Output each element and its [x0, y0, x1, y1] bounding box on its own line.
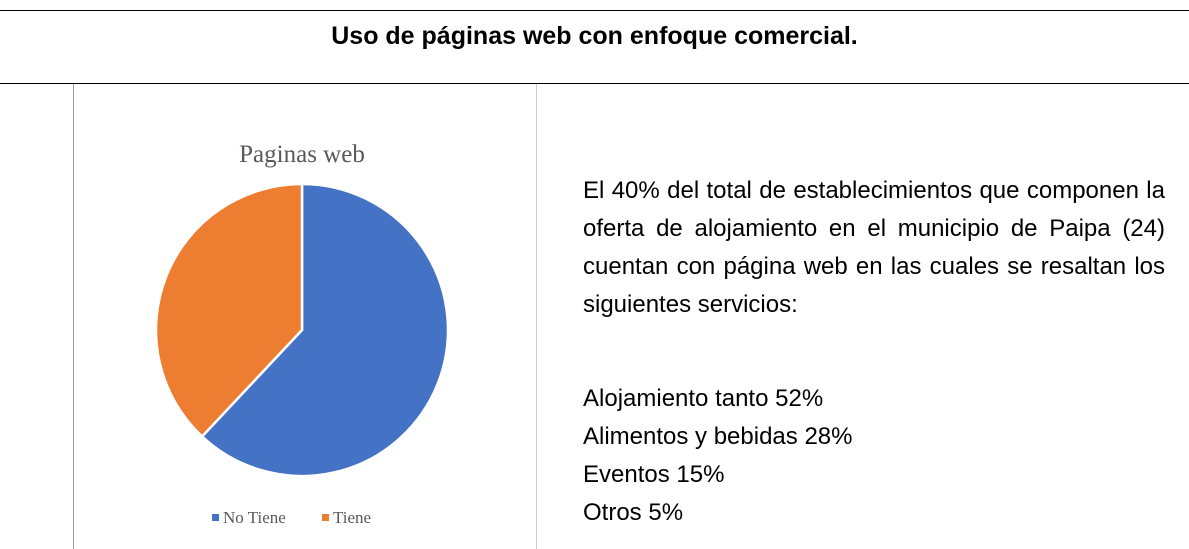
service-item: Alimentos y bebidas 28%: [583, 423, 853, 450]
service-list: Alojamiento tanto 52% Alimentos y bebidas…: [583, 380, 852, 532]
rule: [0, 83, 1189, 84]
chart-title: Paginas web: [239, 141, 365, 168]
pie-slice: [200, 182, 450, 478]
service-item: Eventos 15%: [583, 461, 725, 488]
chart-border: [536, 84, 537, 549]
cell-border: [73, 84, 74, 549]
legend-swatch: [322, 514, 329, 521]
service-item: Otros 5%: [583, 499, 684, 526]
legend-label: Tiene: [333, 508, 371, 527]
legend-swatch: [212, 514, 219, 521]
paragraph: El 40% del total de establecimientos que…: [583, 177, 1165, 318]
heading: Uso de páginas web con enfoque comercial…: [331, 22, 858, 50]
pie-slice: [154, 182, 304, 439]
legend-label: No Tiene: [223, 508, 286, 527]
chart: Paginas web No Tiene Tiene: [154, 141, 450, 527]
service-item: Alojamiento tanto 52%: [583, 385, 824, 412]
rule: [0, 10, 1189, 11]
